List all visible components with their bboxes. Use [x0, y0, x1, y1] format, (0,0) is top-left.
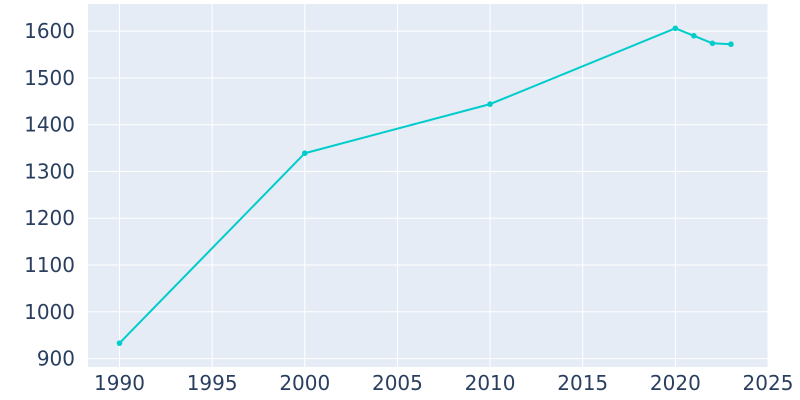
data-point-2023 — [728, 41, 734, 48]
y-tick-label-1600: 1600 — [24, 19, 75, 43]
x-gridlines — [118, 4, 769, 367]
y-tick-label-1400: 1400 — [24, 113, 75, 137]
x-tick-label-1990: 1990 — [94, 371, 145, 395]
series-points — [116, 25, 734, 346]
y-gridlines — [88, 30, 768, 360]
data-point-2010 — [487, 101, 493, 107]
data-point-2022 — [709, 40, 716, 47]
y-tick-label-1500: 1500 — [24, 66, 75, 90]
y-axis-ticks: 900 1000 1100 1200 1300 1400 1500 1600 — [24, 19, 75, 370]
data-point-2000 — [301, 150, 308, 157]
data-point-1990 — [116, 340, 123, 346]
y-tick-label-1000: 1000 — [24, 300, 75, 324]
data-point-2021 — [691, 33, 697, 39]
y-tick-label-900: 900 — [37, 347, 75, 371]
plot-background — [88, 4, 768, 367]
x-axis-ticks: 1990 1995 2000 2005 2010 2015 2020 2025 — [94, 371, 793, 395]
x-tick-label-2000: 2000 — [279, 371, 330, 395]
x-tick-label-2010: 2010 — [465, 371, 516, 395]
data-point-2020 — [672, 25, 679, 32]
x-tick-label-2005: 2005 — [372, 371, 423, 395]
x-tick-label-2015: 2015 — [557, 371, 608, 395]
y-tick-label-1200: 1200 — [24, 206, 75, 230]
x-tick-label-2020: 2020 — [650, 371, 701, 395]
y-tick-label-1100: 1100 — [24, 253, 75, 277]
y-tick-label-1300: 1300 — [24, 159, 75, 183]
x-tick-label-1995: 1995 — [187, 371, 238, 395]
x-tick-label-2025: 2025 — [743, 371, 794, 395]
